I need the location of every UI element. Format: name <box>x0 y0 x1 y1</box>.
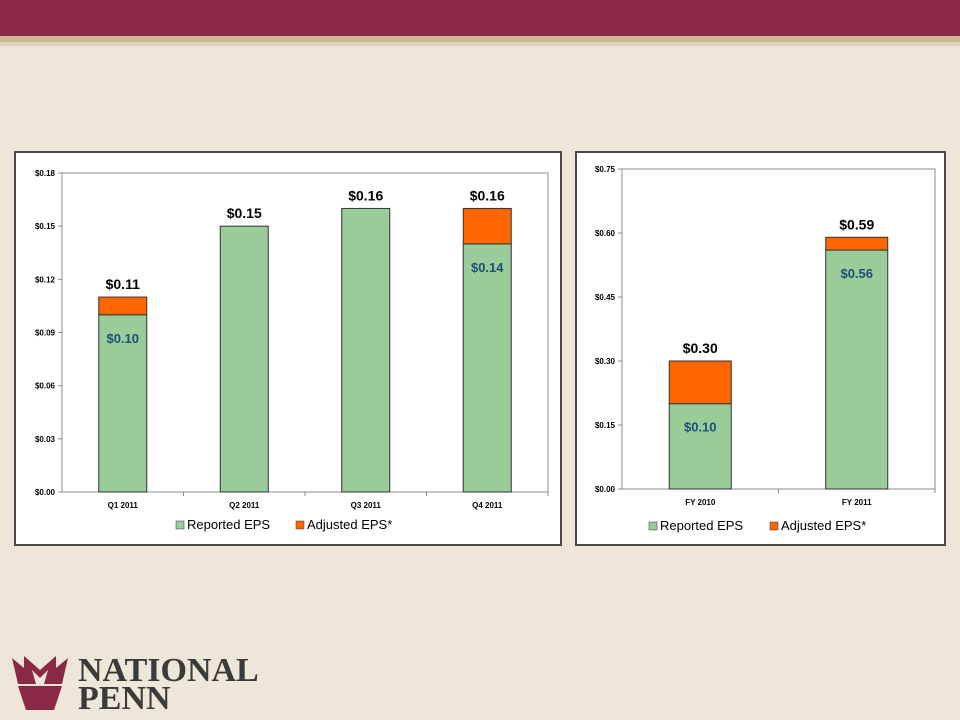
reported-eps-bar <box>341 207 391 493</box>
header-accent-line <box>0 36 960 42</box>
logo-mark-icon <box>12 656 68 710</box>
adjusted-eps-bar <box>462 207 512 245</box>
reported-legend-label: Reported EPS <box>187 517 270 532</box>
reported-legend-swatch <box>175 520 185 530</box>
total-eps-label: $0.16 <box>348 187 383 203</box>
reported-eps-bar <box>219 225 269 493</box>
reported-eps-bar <box>825 249 889 490</box>
annual-eps-chart-panel: $0.00 $0.15 $0.30 $0.45 $0.60 $0.75 $0.30 $0.10… <box>575 151 946 546</box>
total-eps-label: $0.30 <box>683 340 718 356</box>
adjusted-legend-swatch <box>295 520 305 530</box>
reported-eps-bar <box>668 403 732 490</box>
y-tick-label: $0.15 <box>35 222 56 231</box>
national-penn-logo: NATIONAL PENN <box>10 652 270 717</box>
x-tick-label: Q3 2011 <box>351 501 382 510</box>
adjusted-eps-bar <box>825 236 889 251</box>
x-tick-label: Q4 2011 <box>472 501 503 510</box>
y-tick-label: $0.03 <box>35 435 56 444</box>
x-tick-label: Q2 2011 <box>229 501 260 510</box>
adjusted-eps-bar <box>98 296 148 316</box>
logo-text-national: NATIONAL <box>78 652 259 689</box>
y-tick-label: $0.45 <box>595 293 616 302</box>
header-shadow-line <box>0 42 960 46</box>
logo-text-penn: PENN <box>78 680 171 717</box>
reported-eps-bar <box>462 243 512 493</box>
y-tick-label: $0.09 <box>35 329 56 338</box>
total-eps-label: $0.59 <box>839 216 874 232</box>
header-bar <box>0 0 960 36</box>
y-tick-label: $0.60 <box>595 229 616 238</box>
reported-eps-label: $0.14 <box>471 260 504 275</box>
y-tick-label: $0.30 <box>595 357 616 366</box>
total-eps-label: $0.15 <box>227 205 262 221</box>
y-tick-label: $0.15 <box>595 421 616 430</box>
adjusted-legend-swatch <box>769 521 779 531</box>
y-tick-label: $0.75 <box>595 165 616 174</box>
total-eps-label: $0.16 <box>470 187 505 203</box>
reported-eps-label: $0.56 <box>840 266 873 281</box>
adjusted-legend-label: Adjusted EPS* <box>307 517 392 532</box>
x-tick-label: FY 2011 <box>842 498 872 507</box>
reported-eps-label: $0.10 <box>106 331 139 346</box>
annual-eps-chart: $0.00 $0.15 $0.30 $0.45 $0.60 $0.75 $0.30 $0.10… <box>595 165 936 533</box>
total-eps-label: $0.11 <box>106 276 140 292</box>
y-tick-label: $0.12 <box>35 275 56 284</box>
reported-legend-label: Reported EPS <box>660 518 743 533</box>
y-tick-label: $0.18 <box>35 169 56 178</box>
reported-legend-swatch <box>648 521 658 531</box>
quarterly-eps-chart-panel: $0.00 $0.03 $0.06 $0.09 $0.12 $0.15 $0.18 $0.11… <box>14 151 562 546</box>
reported-eps-label: $0.10 <box>684 420 717 435</box>
x-tick-label: Q1 2011 <box>108 501 139 510</box>
adjusted-eps-bar <box>668 360 732 405</box>
x-tick-label: FY 2010 <box>685 498 716 507</box>
adjusted-legend-label: Adjusted EPS* <box>781 518 866 533</box>
y-tick-label: $0.00 <box>35 488 56 497</box>
y-tick-label: $0.00 <box>595 485 616 494</box>
y-tick-label: $0.06 <box>35 382 56 391</box>
quarterly-eps-chart: $0.00 $0.03 $0.06 $0.09 $0.12 $0.15 $0.18 $0.11… <box>35 169 549 532</box>
